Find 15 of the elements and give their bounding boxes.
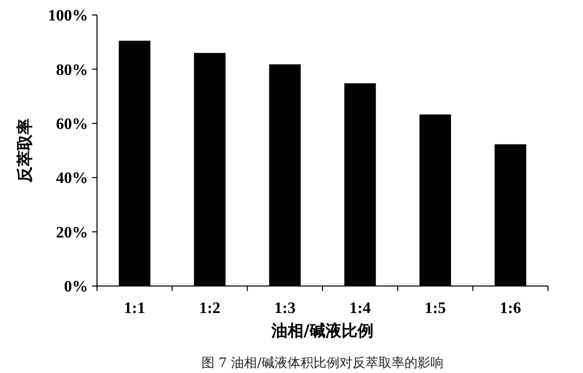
y-tick-label: 60% — [56, 116, 88, 133]
y-tick-label: 0% — [64, 278, 88, 296]
x-tick-label: 1:4 — [349, 300, 371, 317]
x-axis-title: 油相/碱液比例 — [270, 321, 374, 340]
y-tick-label: 40% — [56, 170, 88, 188]
x-tick-label: 1:5 — [424, 300, 446, 317]
y-tick-label: 20% — [56, 224, 88, 242]
x-tick-label: 1:3 — [274, 300, 296, 317]
x-tick-label: 1:2 — [199, 300, 220, 317]
y-axis-title: 反萃取率 — [15, 118, 34, 184]
y-tick-label: 80% — [56, 62, 88, 79]
y-tick-label: 100% — [48, 8, 88, 25]
caption: 图 7 油相/碱液体积比例对反萃取率的影响 — [202, 355, 444, 371]
x-tick-label: 1:1 — [124, 300, 146, 317]
x-tick-label: 1:6 — [500, 300, 522, 317]
